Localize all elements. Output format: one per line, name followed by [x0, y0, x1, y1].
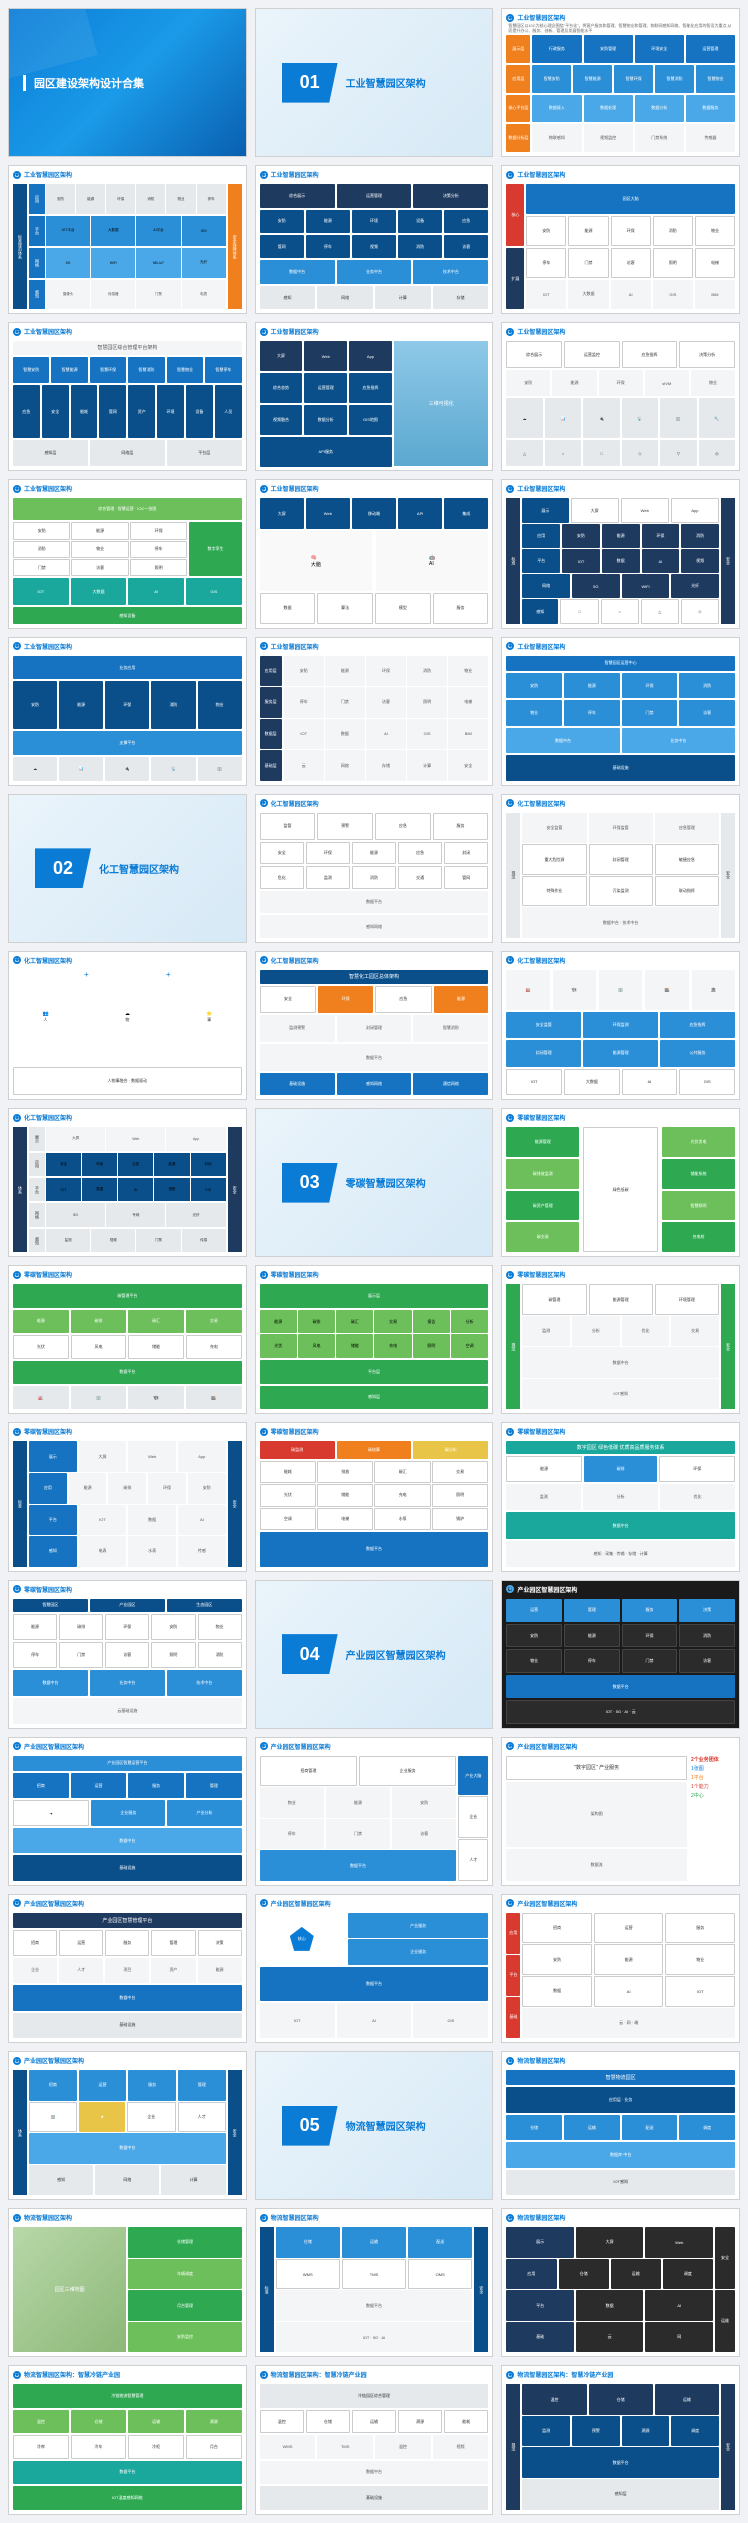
slide-10: ◆工业智慧园区架构 综合管理 · 智慧运营 · IOC一张图 安防能源环保 消防… [8, 479, 247, 628]
slide-24: ◆零碳智慧园区架构 能源管理 碳排放监测 碳资产管理 碳交易 绿色低碳 光伏发电… [501, 1108, 740, 1257]
slide-19: ◆化工智慧园区架构 👥 人 + ☁ 物 + ⭐ 事 人物事融合 · 数据驱动 [8, 951, 247, 1100]
slide-15: ◆工业智慧园区架构 智慧园区运营中心 安防能源环保消防 物业停车门禁访客 数据中… [501, 637, 740, 786]
section-03: 03 零碳智慧园区架构 [255, 1108, 494, 1257]
slide-34: ◆产业园区智慧园区架构 产业园区智慧运营平台 招商运营服务管理 ➜企业服务产业分… [8, 1737, 247, 1886]
slide-28: ◆零碳智慧园区架构 标准 展示大屏WebApp 应用能源碳排环保安防 平台IOT… [8, 1422, 247, 1571]
slide-39: ◆产业园区智慧园区架构 应用 平台 基础 招商运营服务 安防能源物业 数据AII… [501, 1894, 740, 2043]
slide-46: ◆物流智慧园区架构：智慧冷链产业园 冷链物流智慧管理 温控仓储运输溯源 冷库冷车… [8, 2365, 247, 2514]
slide-27: ◆零碳智慧园区架构 规范 碳管理能源管理环境管理 监测分析优化交易 数据中台 I… [501, 1265, 740, 1414]
slide-9: ◆工业智慧园区架构 综合展示运营监控应急指挥决策分析 安防能源环保stVM物业 … [501, 322, 740, 471]
slide-3: ◆工业智慧园区架构 智慧园区以10C为核心理念围绕"平台化"，将客户服务和管理、… [501, 8, 740, 157]
slide-33: ◆产业园区智慧园区架构 运营管理服务决策 安防能源环保消防 物业停车门禁访客 数… [501, 1580, 740, 1729]
section-01: 01 工业智慧园区架构 [255, 8, 494, 157]
slide-22: ◆化工智慧园区架构 体系 展示大屏WebApp 应用安全环保应急能源封闭 平台I… [8, 1108, 247, 1257]
slide-35: ◆产业园区智慧园区架构 招商管理企业服务 物业能源安防 停车门禁访客 数据平台 … [255, 1737, 494, 1886]
slide-6: ◆工业智慧园区架构 核心 扩展 园区大脑 安防能源环保消防物业 停车门禁访客照明… [501, 165, 740, 314]
slide-29: ◆零碳智慧园区架构 碳监测碳核算碳分析 能耗排放碳汇交易 光伏储能充电照明 空调… [255, 1422, 494, 1571]
slide-25: ◆零碳智慧园区架构 碳管理平台 能源碳排碳汇交易 光伏风电储能充电 数据平台 🏭… [8, 1265, 247, 1414]
slide-45: ◆物流智慧园区架构 展示大屏Web 应用仓储运输调度 平台数据AI 基础云网 安… [501, 2208, 740, 2357]
slide-44: ◆物流智慧园区架构 标准 仓储运输配送 WMSTMSOMS 数据平台 IOT ·… [255, 2208, 494, 2357]
section-05: 05 物流智慧园区架构 [255, 2051, 494, 2200]
cover-slide: 园区建设架构设计合集 [8, 8, 247, 157]
slide-21: ◆化工智慧园区架构 🏭🏗🏢🏬🏛 安全监管环保监测应急指挥 封闭管理能源管理公共服… [501, 951, 740, 1100]
slide-header: ◆工业智慧园区架构 [506, 13, 565, 22]
slide-31: ◆零碳智慧园区架构 智慧园区产业园区生态园区 能源碳排环保安防物业 停车门禁访客… [8, 1580, 247, 1729]
section-04: 04 产业园区智慧园区架构 [255, 1580, 494, 1729]
slide-11: ◆工业智慧园区架构 大屏Web移动端API集成 🧠大脑 🤖AI 数据算法模型服务 [255, 479, 494, 628]
slide-14: ◆工业智慧园区架构 应用层 服务层 数据层 基础层 安防能源环保消防物业 停车门… [255, 637, 494, 786]
slide-grid: 园区建设架构设计合集 01 工业智慧园区架构 ◆工业智慧园区架构 智慧园区以10… [8, 8, 740, 2515]
slide-37: ◆产业园区智慧园区架构 产业园区智慧管理平台 招商运营服务管理决策 企业人才项目… [8, 1894, 247, 2043]
section-02: 02 化工智慧园区架构 [8, 794, 247, 943]
slide-47: ◆物流智慧园区架构：智慧冷链产业园 冷链园区综合管理 温控仓储运输溯源能耗 WM… [255, 2365, 494, 2514]
section-num: 01 [282, 63, 338, 103]
slide-8: ◆工业智慧园区架构 大屏WebApp 综合态势运营管理应急指挥 视频融合数据分析… [255, 322, 494, 471]
slide-43: ◆物流智慧园区架构 园区三维地图 仓储管理 车辆调度 月台管理 安防监控 [8, 2208, 247, 2357]
slide-26: ◆零碳智慧园区架构 展示层 能源碳排碳汇交易报告分析 光伏风电储能充电照明空调 … [255, 1265, 494, 1414]
slide-40: ◆产业园区智慧园区架构 体系 招商运营服务管理 🏢★企业人才 数据中台 感知网络… [8, 2051, 247, 2200]
slide-36: ◆产业园区智慧园区架构 "数字园区" 产业服务 架构图 数据流 2个业务团体 1… [501, 1737, 740, 1886]
slide-7: ◆工业智慧园区架构 智慧园区综合管理平台架构 智慧安防智慧能源智慧环保智慧消防智… [8, 322, 247, 471]
slide-20: ◆化工智慧园区架构 智慧化工园区总体架构 安全环保应急能源 监测预警封闭管理智慧… [255, 951, 494, 1100]
slide-5: ◆工业智慧园区架构 综合展示运营管理决策分析 安防能源环境设备应急 管网停车视频… [255, 165, 494, 314]
slide-4: ◆工业智慧园区架构 标准规范体系 应用安防能源环保消防物业停车 平台IOT平台大… [8, 165, 247, 314]
slide-12: ◆工业智慧园区架构 标准 展示大屏WebApp 应用安防能源环保消防 平台IOT… [501, 479, 740, 628]
slide-18: ◆化工智慧园区架构 规范 安全监管环保监管应急管理 重大危险源封闭管理敏捷应急 … [501, 794, 740, 943]
slide-13: ◆工业智慧园区架构 业务应用 安防能源环保消防物业 支撑平台 ☁📊🔌📡🏢 [8, 637, 247, 786]
slide-subtitle: 智慧园区以10C为核心理念围绕"平台化"，将客户服务和管理、智慧物业和管理、物联… [508, 23, 733, 33]
slide-30: ◆零碳智慧园区架构 数字园区 绿色低碳 优质高品质服务体系 能源碳排环保 监测分… [501, 1422, 740, 1571]
cover-title: 园区建设架构设计合集 [23, 75, 144, 91]
slide-17: ◆化工智慧园区架构 监管预警应急服务 安全环保能源应急封闭 危化监测消防交通管网… [255, 794, 494, 943]
section-title: 工业智慧园区架构 [346, 75, 426, 90]
slide-48: ◆物流智慧园区架构：智慧冷链产业园 规范 温控仓储运输 监测预警溯源调度 数据平… [501, 2365, 740, 2514]
slide-38: ◆产业园区智慧园区架构 核心 产业服务 企业服务 数据平台 IOTAIGIS [255, 1894, 494, 2043]
slide-42: ◆物流智慧园区架构 智慧物流园区 应用层 · 业务 仓储运输配送调度 数据库·中… [501, 2051, 740, 2200]
